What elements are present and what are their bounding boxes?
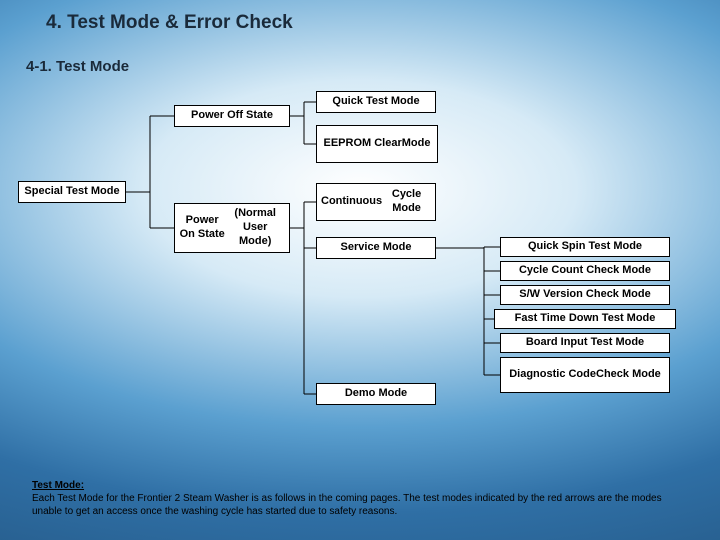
- node-svc_spin: Quick Spin Test Mode: [500, 237, 670, 257]
- node-special: Special Test Mode: [18, 181, 126, 203]
- footer-body: Each Test Mode for the Frontier 2 Steam …: [32, 493, 662, 517]
- node-svc_diag: Diagnostic CodeCheck Mode: [500, 357, 670, 393]
- node-quick: Quick Test Mode: [316, 91, 436, 113]
- footer-heading: Test Mode:: [32, 480, 84, 491]
- footer-note: Test Mode: Each Test Mode for the Fronti…: [32, 479, 688, 518]
- node-svc_cycle: Cycle Count Check Mode: [500, 261, 670, 281]
- node-eeprom: EEPROM ClearMode: [316, 125, 438, 163]
- node-service: Service Mode: [316, 237, 436, 259]
- node-powoff: Power Off State: [174, 105, 290, 127]
- node-powon: Power On State(Normal User Mode): [174, 203, 290, 253]
- node-demo: Demo Mode: [316, 383, 436, 405]
- section-subtitle: 4-1. Test Mode: [26, 58, 702, 75]
- node-svc_board: Board Input Test Mode: [500, 333, 670, 353]
- node-svc_sw: S/W Version Check Mode: [500, 285, 670, 305]
- flowchart-diagram: Special Test Mode Power Off State Power On…: [18, 83, 702, 423]
- slide-page: 4. Test Mode & Error Check 4-1. Test Mod…: [0, 0, 720, 540]
- node-svc_fast: Fast Time Down Test Mode: [494, 309, 676, 329]
- node-cont: ContinuousCycle Mode: [316, 183, 436, 221]
- page-title: 4. Test Mode & Error Check: [46, 12, 702, 34]
